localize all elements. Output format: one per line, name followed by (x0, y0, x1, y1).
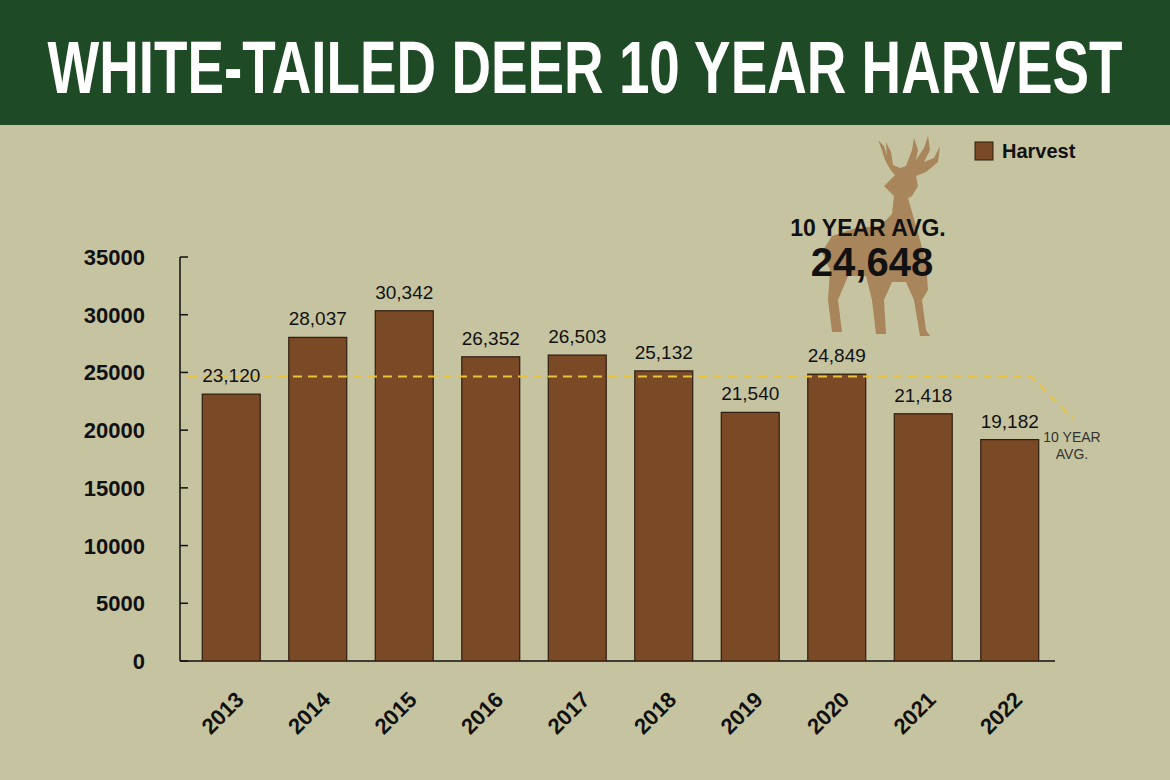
title: WHITE-TAILED DEER 10 YEAR HARVEST (48, 26, 1123, 109)
y-tick (180, 372, 188, 374)
y-tick (180, 660, 188, 662)
marks (202, 311, 1038, 661)
y-tick (180, 429, 188, 431)
data-label: 24,849 (808, 345, 866, 366)
y-tick-label: 20000 (84, 418, 145, 443)
chart-svg: WHITE-TAILED DEER 10 YEAR HARVEST 0 5000 10… (0, 0, 1170, 780)
label-line: 10 YEAR (1043, 429, 1100, 445)
y-tick-label: 25000 (84, 360, 145, 385)
y-tick (180, 545, 188, 547)
label-line: AVG. (1056, 446, 1088, 462)
y-tick (180, 487, 188, 489)
legend: Harvest (975, 140, 1076, 162)
y-tick-label: 15000 (84, 476, 145, 501)
bar (462, 357, 520, 661)
bar (635, 371, 693, 661)
bar (808, 374, 866, 661)
y-axis-line (179, 257, 181, 661)
background (0, 0, 1170, 780)
bar (721, 412, 779, 661)
header-band (0, 0, 1170, 125)
x-tick-label: 2015 (369, 687, 421, 739)
x-tick-label: 2013 (196, 687, 248, 739)
x-tick-label: 2018 (629, 687, 681, 739)
data-label: 26,503 (548, 326, 606, 347)
y-tick (180, 603, 188, 605)
bar (548, 355, 606, 661)
legend-label: Harvest (1002, 140, 1076, 162)
data-label: 30,342 (375, 282, 433, 303)
data-label: 21,418 (894, 385, 952, 406)
bar (202, 394, 260, 661)
average-title: 10 YEAR AVG. (790, 215, 946, 241)
data-label: 28,037 (289, 308, 347, 329)
average-line-label: 10 YEARAVG. (1043, 429, 1100, 462)
data-label: 19,182 (981, 411, 1039, 432)
y-tick (180, 256, 188, 258)
y-tick-label: 5000 (96, 591, 145, 616)
bar (981, 440, 1039, 661)
y-tick-label: 35000 (84, 245, 145, 270)
x-tick-label: 2019 (715, 687, 767, 739)
y-tick-label: 30000 (84, 303, 145, 328)
bar (289, 337, 347, 661)
x-tick-label: 2021 (888, 687, 940, 739)
x-tick-label: 2020 (802, 687, 854, 739)
y-tick-label: 10000 (84, 534, 145, 559)
bar (894, 414, 952, 661)
y-tick-label: 0 (133, 649, 145, 674)
y-tick (180, 314, 188, 316)
data-label: 25,132 (635, 342, 693, 363)
bar (375, 311, 433, 661)
average-line (188, 376, 1073, 418)
x-tick-label: 2016 (456, 687, 508, 739)
data-label: 21,540 (721, 383, 779, 404)
x-tick-label: 2017 (542, 687, 594, 739)
data-label: 23,120 (202, 365, 260, 386)
x-tick-label: 2022 (975, 687, 1027, 739)
legend-swatch (975, 142, 993, 160)
chart-root: WHITE-TAILED DEER 10 YEAR HARVEST 0 5000 10… (0, 0, 1170, 780)
average-value: 24,648 (811, 240, 933, 284)
x-tick-label: 2014 (283, 686, 336, 739)
data-label: 26,352 (462, 328, 520, 349)
